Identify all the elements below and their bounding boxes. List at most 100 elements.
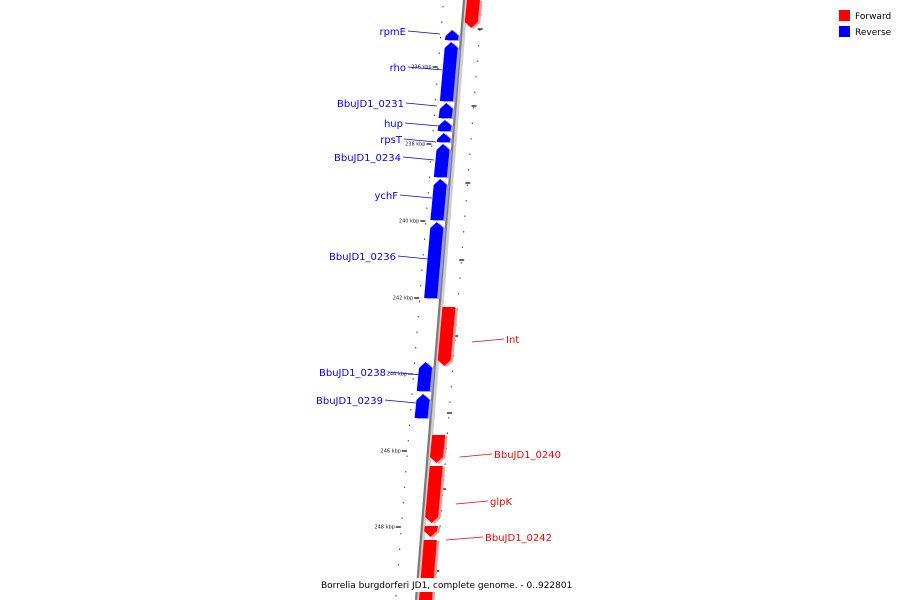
scale-dot-right xyxy=(447,432,449,434)
gene-label-leader xyxy=(402,156,435,161)
scale-dot-right xyxy=(464,215,466,217)
gene-label: BbuJD1_0242 xyxy=(485,533,552,544)
gene-label-leader xyxy=(471,338,505,343)
scale-dot-left xyxy=(406,455,408,457)
gene-arrow[interactable] xyxy=(433,144,450,177)
gene-arrow[interactable] xyxy=(424,526,438,537)
gene-arrow[interactable] xyxy=(439,42,458,101)
scale-dot-left xyxy=(417,316,419,318)
scale-dot-left xyxy=(395,595,397,597)
gene-arrow[interactable] xyxy=(430,179,447,220)
gene-arrow[interactable] xyxy=(437,307,456,366)
legend-forward-swatch xyxy=(839,10,850,21)
backbone-shadow xyxy=(416,0,468,600)
gene-label: BbuJD1_0239 xyxy=(316,396,383,407)
gene-label: rho xyxy=(390,63,406,74)
gene-arrow[interactable] xyxy=(424,222,444,298)
gene-label-leader xyxy=(459,453,493,458)
scale-dot-left xyxy=(410,409,412,411)
scale-dot-left xyxy=(441,21,443,23)
scale-dot-left xyxy=(401,517,403,519)
scale-dot-right xyxy=(474,91,476,93)
gene-label-leader xyxy=(399,194,433,199)
scale-dot-right xyxy=(461,246,463,248)
gene-label-leader xyxy=(397,255,429,260)
gene-label: hup xyxy=(384,119,403,130)
scale-dot-left xyxy=(407,440,409,442)
gene-arrow[interactable] xyxy=(425,466,443,523)
tick-label: 246 kbp xyxy=(381,449,401,455)
scale-dot-right xyxy=(479,29,481,31)
scale-dot-right xyxy=(469,153,471,155)
scale-dot-left xyxy=(435,99,437,101)
scale-dot-right xyxy=(450,386,452,388)
genes xyxy=(414,0,483,600)
scale-dot-left xyxy=(425,223,427,225)
caption-background xyxy=(318,578,582,592)
scale-dot-right xyxy=(473,107,475,109)
tick-label: 248 kbp xyxy=(374,525,394,531)
scale-dot-right xyxy=(453,355,455,357)
backbone xyxy=(414,0,468,600)
scale-dot-left xyxy=(414,362,415,364)
scale-dot-left xyxy=(418,300,420,302)
scale-dot-right xyxy=(478,45,480,47)
scale-dot-right xyxy=(449,401,451,403)
scale-dot-left xyxy=(428,176,430,178)
gene-label-leader xyxy=(403,138,437,143)
scale-ticks: 236 kbp 238 kbp 240 kbp 242 kbp 244 kbp 246 k… xyxy=(374,28,483,572)
scale-dot-left xyxy=(420,285,422,287)
scale-dot-right xyxy=(439,525,441,527)
scale-dot-right xyxy=(460,262,462,264)
gene-label: BbuJD1_0236 xyxy=(329,252,396,263)
scale-dot-left xyxy=(415,347,417,349)
scale-dot-left xyxy=(430,161,432,163)
gene-arrow[interactable] xyxy=(444,30,459,40)
gene-label: BbuJD1_0240 xyxy=(494,450,561,461)
scale-dot-right xyxy=(463,231,465,233)
gene-label: BbuJD1_0231 xyxy=(337,99,404,110)
scale-dot-left xyxy=(421,269,423,271)
scale-dot-right xyxy=(440,510,442,512)
scale-dot-right xyxy=(459,277,461,279)
scale-dot-right xyxy=(444,463,446,465)
scale-dot-left xyxy=(404,486,406,488)
gene-label: rpsT xyxy=(380,135,403,146)
legend-forward-label: Forward xyxy=(855,12,891,22)
scale-dot-left xyxy=(438,52,440,54)
gene-arrow[interactable] xyxy=(436,133,451,142)
gene-label: ychF xyxy=(374,191,398,202)
scale-dot-right xyxy=(468,169,470,171)
scale-dot-left xyxy=(423,238,425,240)
gene-label: rpmE xyxy=(379,27,406,38)
scale-dot-left xyxy=(442,6,444,8)
gene-arrow[interactable] xyxy=(464,0,480,28)
scale-dot-right xyxy=(465,200,467,202)
gene-arrow[interactable] xyxy=(414,394,430,418)
scale-dot-right xyxy=(466,184,468,186)
tick-label: 244 kbp xyxy=(387,372,407,378)
gene-label-leader xyxy=(407,66,443,71)
gene-arrow[interactable] xyxy=(429,435,446,463)
legend-reverse-swatch xyxy=(839,26,850,37)
tick-label: 242 kbp xyxy=(393,296,413,302)
scale-dot-right xyxy=(470,138,472,140)
scale-dot-left xyxy=(405,471,407,473)
gene-arrow[interactable] xyxy=(438,103,453,118)
gene-label-leader xyxy=(384,399,417,404)
scale-dot-left xyxy=(437,68,439,70)
gene-arrow[interactable] xyxy=(437,120,452,131)
scale-dot-left xyxy=(440,37,442,39)
scale-dot-left xyxy=(422,254,424,256)
legend-reverse-label: Reverse xyxy=(855,28,892,38)
tick-label: 236 kbp xyxy=(411,65,431,71)
scale-dot-left xyxy=(433,114,435,116)
gene-label-leader xyxy=(404,122,440,127)
gene-arrow[interactable] xyxy=(416,362,433,391)
gene-label-leader xyxy=(445,536,484,541)
gene-label-leader xyxy=(405,102,438,107)
gene-label: Int xyxy=(506,335,519,346)
tick-label: 238 kbp xyxy=(405,142,425,148)
